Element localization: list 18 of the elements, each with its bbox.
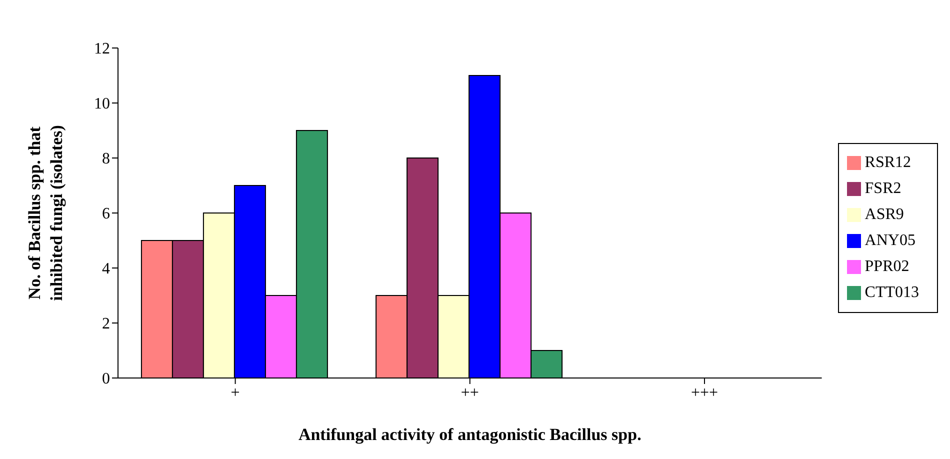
legend-label: PPR02 — [864, 258, 910, 275]
y-axis-title: No. of Bacillus spp. that inhibited fungi (isolates) — [25, 125, 66, 301]
y-tick-label: 12 — [94, 40, 110, 58]
y-tick-label: 0 — [102, 370, 110, 388]
legend-label: FSR2 — [864, 180, 902, 197]
legend-label: ASR9 — [864, 206, 904, 223]
y-tick-label: 2 — [102, 316, 110, 333]
y-tick-label: 4 — [102, 260, 110, 278]
legend-label: RSR12 — [864, 154, 912, 171]
x-tick-label: +++ — [690, 384, 718, 402]
x-axis-title: Antifungal activity of antagonistic Bacillus spp. — [298, 425, 642, 444]
x-tick-label: ++ — [460, 384, 479, 402]
y-tick-label: 10 — [94, 96, 110, 113]
y-tick-label: 8 — [102, 150, 110, 168]
legend-label: ANY05 — [864, 232, 916, 249]
legend-label: CTT013 — [864, 284, 919, 301]
y-tick-label: 6 — [102, 206, 110, 223]
x-tick-label: + — [230, 384, 240, 402]
